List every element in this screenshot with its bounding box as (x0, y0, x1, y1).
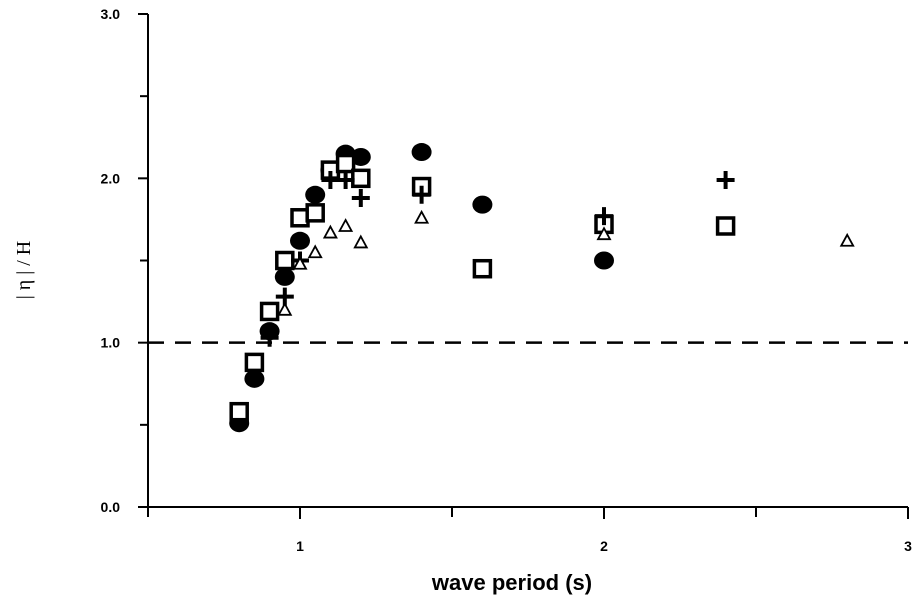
y-tick-label: 2.0 (101, 170, 121, 186)
data-point-square (715, 216, 736, 236)
x-axis-title: wave period (s) (431, 570, 592, 595)
data-point-circle (472, 195, 493, 214)
data-point-circle (350, 147, 371, 166)
data-point-square (305, 203, 325, 223)
data-point-plus (260, 328, 279, 347)
y-axis-title: | η | / H (13, 241, 35, 299)
data-point-circle (244, 369, 265, 388)
x-tick-label: 2 (600, 538, 608, 554)
data-point-plus (412, 185, 431, 204)
data-point-circle (305, 185, 326, 204)
y-tick-label: 3.0 (101, 6, 121, 22)
data-point-plus (321, 170, 340, 189)
data-point-plus (336, 170, 355, 189)
data-point-plus (351, 189, 370, 208)
y-tick-label: 0.0 (101, 499, 121, 515)
axes (147, 14, 908, 508)
data-point-circle (594, 251, 614, 270)
data-points (229, 143, 855, 433)
data-point-triangle (322, 224, 338, 239)
data-point-square (275, 250, 295, 271)
y-axis-ticks: 0.0 1.0 2.0 3.0 (101, 6, 148, 515)
data-point-square (472, 258, 493, 279)
data-point-triangle (307, 244, 323, 259)
data-point-triangle (338, 218, 354, 232)
data-point-circle (411, 143, 432, 162)
x-tick-label: 1 (296, 538, 304, 554)
y-tick-label: 1.0 (101, 335, 121, 351)
x-axis-ticks: 1 2 3 (147, 507, 912, 554)
data-point-square (244, 352, 265, 373)
data-point-triangle (353, 234, 369, 249)
x-tick-label: 3 (904, 538, 912, 554)
data-point-triangle (839, 232, 855, 247)
data-point-square (229, 401, 249, 422)
data-point-triangle (414, 209, 430, 224)
data-point-square (351, 168, 371, 189)
data-point-circle (274, 267, 295, 286)
data-point-triangle (292, 255, 308, 270)
data-point-plus (595, 207, 613, 226)
data-point-triangle (596, 226, 612, 241)
data-point-triangle (277, 301, 293, 316)
data-point-circle (290, 231, 310, 250)
data-point-plus (716, 170, 735, 189)
data-point-square (259, 301, 280, 322)
